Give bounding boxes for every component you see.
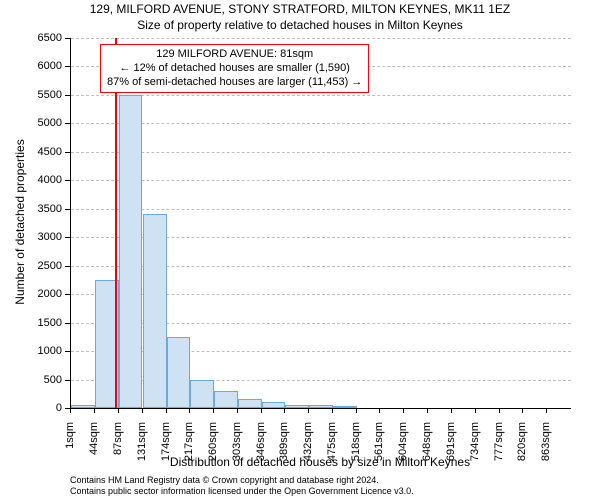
footer-line1: Contains HM Land Registry data © Crown c…: [70, 475, 414, 486]
x-tick-label: 1sqm: [64, 422, 76, 472]
histogram-bar: [262, 402, 286, 408]
histogram-bar: [333, 406, 357, 408]
y-axis-label: Number of detached properties: [13, 132, 27, 312]
footer-text: Contains HM Land Registry data © Crown c…: [70, 475, 414, 497]
y-tick-mark: [65, 66, 70, 67]
x-tick-label: 734sqm: [469, 422, 481, 472]
x-tick-mark: [237, 408, 238, 413]
histogram-bar: [238, 399, 262, 408]
x-tick-mark: [427, 408, 428, 413]
x-tick-mark: [213, 408, 214, 413]
x-tick-label: 518sqm: [350, 422, 362, 472]
histogram-bar: [143, 214, 167, 408]
x-tick-label: 174sqm: [160, 422, 172, 472]
y-tick-mark: [65, 209, 70, 210]
y-tick-mark: [65, 38, 70, 39]
x-tick-label: 131sqm: [136, 422, 148, 472]
x-tick-label: 346sqm: [255, 422, 267, 472]
chart-title-sub: Size of property relative to detached ho…: [0, 18, 600, 32]
histogram-bar: [190, 380, 214, 408]
y-tick-mark: [65, 266, 70, 267]
y-tick-label: 4000: [22, 174, 62, 186]
y-tick-label: 500: [22, 374, 62, 386]
x-tick-label: 44sqm: [88, 422, 100, 472]
x-tick-mark: [118, 408, 119, 413]
x-tick-mark: [142, 408, 143, 413]
x-tick-mark: [261, 408, 262, 413]
x-tick-mark: [166, 408, 167, 413]
x-tick-label: 863sqm: [540, 422, 552, 472]
y-tick-label: 4500: [22, 146, 62, 158]
x-tick-mark: [451, 408, 452, 413]
marker-line: [115, 38, 117, 408]
x-tick-mark: [308, 408, 309, 413]
histogram-bar: [167, 337, 191, 408]
y-tick-label: 3000: [22, 231, 62, 243]
x-tick-label: 260sqm: [207, 422, 219, 472]
x-tick-mark: [189, 408, 190, 413]
gridline: [71, 152, 571, 153]
chart-title-main: 129, MILFORD AVENUE, STONY STRATFORD, MI…: [0, 2, 600, 16]
x-tick-label: 777sqm: [493, 422, 505, 472]
y-tick-mark: [65, 180, 70, 181]
x-tick-label: 648sqm: [421, 422, 433, 472]
histogram-bar: [214, 391, 238, 408]
x-tick-label: 303sqm: [231, 422, 243, 472]
annotation-line3: 87% of semi-detached houses are larger (…: [107, 76, 362, 90]
x-tick-label: 475sqm: [326, 422, 338, 472]
gridline: [71, 95, 571, 96]
y-tick-mark: [65, 152, 70, 153]
x-tick-mark: [94, 408, 95, 413]
x-tick-mark: [546, 408, 547, 413]
y-tick-label: 3500: [22, 203, 62, 215]
x-tick-label: 432sqm: [302, 422, 314, 472]
y-tick-label: 6500: [22, 32, 62, 44]
x-tick-mark: [475, 408, 476, 413]
gridline: [71, 180, 571, 181]
gridline: [71, 38, 571, 39]
histogram-bar: [71, 405, 95, 408]
x-tick-mark: [379, 408, 380, 413]
y-tick-label: 0: [22, 402, 62, 414]
y-tick-label: 2500: [22, 260, 62, 272]
annotation-line1: 129 MILFORD AVENUE: 81sqm: [107, 48, 362, 62]
x-tick-label: 217sqm: [183, 422, 195, 472]
gridline: [71, 123, 571, 124]
x-tick-mark: [332, 408, 333, 413]
y-tick-label: 1000: [22, 345, 62, 357]
x-tick-label: 820sqm: [516, 422, 528, 472]
histogram-bar: [309, 405, 333, 408]
x-tick-label: 389sqm: [278, 422, 290, 472]
plot-area: [70, 38, 571, 409]
footer-line2: Contains public sector information licen…: [70, 486, 414, 497]
y-tick-label: 6000: [22, 60, 62, 72]
x-tick-label: 604sqm: [397, 422, 409, 472]
x-tick-label: 561sqm: [373, 422, 385, 472]
y-tick-mark: [65, 323, 70, 324]
y-tick-label: 1500: [22, 317, 62, 329]
histogram-bar: [285, 405, 309, 408]
y-tick-mark: [65, 380, 70, 381]
histogram-bar: [119, 95, 143, 408]
x-tick-mark: [356, 408, 357, 413]
x-tick-mark: [403, 408, 404, 413]
x-tick-mark: [284, 408, 285, 413]
x-tick-label: 87sqm: [112, 422, 124, 472]
y-tick-mark: [65, 294, 70, 295]
y-tick-mark: [65, 123, 70, 124]
y-tick-label: 5500: [22, 89, 62, 101]
y-tick-mark: [65, 237, 70, 238]
y-tick-mark: [65, 95, 70, 96]
chart-container: 129, MILFORD AVENUE, STONY STRATFORD, MI…: [0, 0, 600, 500]
x-tick-mark: [70, 408, 71, 413]
x-tick-mark: [499, 408, 500, 413]
y-tick-label: 5000: [22, 117, 62, 129]
y-tick-label: 2000: [22, 288, 62, 300]
annotation-box: 129 MILFORD AVENUE: 81sqm ← 12% of detac…: [100, 44, 369, 93]
gridline: [71, 209, 571, 210]
annotation-line2: ← 12% of detached houses are smaller (1,…: [107, 62, 362, 76]
x-tick-label: 691sqm: [445, 422, 457, 472]
x-tick-mark: [522, 408, 523, 413]
y-tick-mark: [65, 351, 70, 352]
